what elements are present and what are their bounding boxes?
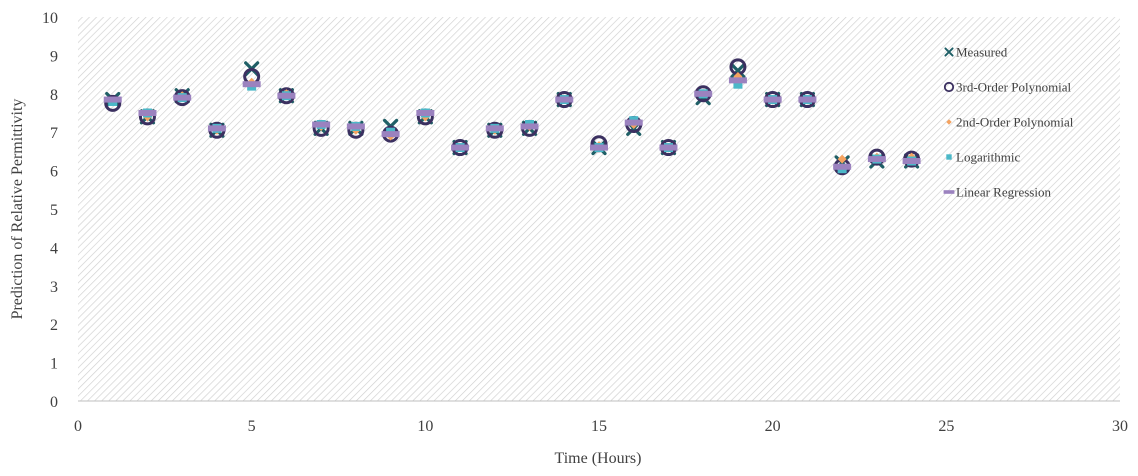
y-tick-labels: 0 1 2 3 4 5 6 7 8 9 10: [42, 10, 58, 411]
x-tick-label: 0: [74, 418, 82, 435]
legend-label-logarithmic: Logarithmic: [956, 150, 1020, 165]
2nd-order-polynomial-point: [837, 154, 847, 164]
x-tick-label: 25: [938, 418, 954, 435]
3rd-order-polynomial-point: [104, 94, 122, 112]
data-points: [103, 58, 921, 176]
linear-regression-point: [590, 144, 608, 151]
y-tick-label: 8: [50, 87, 58, 104]
linear-regression-point: [798, 96, 817, 103]
y-tick-label: 9: [50, 48, 58, 65]
x-axis-title: Time (Hours): [555, 450, 642, 467]
x-tick-label: 5: [248, 418, 256, 435]
linear-regression-point: [659, 144, 678, 151]
linear-regression-point: [694, 90, 713, 97]
linear-regression-point: [312, 121, 331, 128]
linear-regression-point: [346, 123, 365, 130]
linear-regression-point: [173, 94, 192, 101]
linear-regression-point: [416, 110, 435, 116]
y-tick-label: 7: [50, 125, 58, 142]
linear-regression-point: [902, 158, 921, 164]
linear-regression-point: [103, 96, 122, 103]
legend-label-2nd-order-polynomial: 2nd-Order Polynomial: [956, 115, 1074, 130]
y-tick-label: 1: [50, 356, 58, 373]
y-tick-label: 4: [50, 240, 58, 257]
linear-regression-point: [520, 123, 539, 130]
x-tick-label: 15: [591, 418, 607, 435]
linear-regression-point: [833, 163, 852, 170]
linear-regression-point: [728, 77, 747, 84]
linear-regression-point: [207, 125, 226, 132]
legend-marker-3rd-order-polynomial: [943, 81, 955, 93]
legend-label-linear-regression: Linear Regression: [956, 185, 1051, 200]
legend-marker-linear-regression: [943, 190, 955, 194]
linear-regression-point: [555, 96, 574, 103]
measured-point: [730, 63, 746, 79]
plot-area: [78, 17, 1120, 401]
x-tick-label: 20: [765, 418, 781, 435]
y-tick-label: 2: [50, 317, 58, 334]
legend-marker-logarithmic: [946, 154, 952, 160]
legend-label-measured: Measured: [956, 45, 1008, 60]
y-tick-label: 0: [50, 394, 58, 411]
y-tick-label: 5: [50, 202, 58, 219]
legend-label-3rd-order-polynomial: 3rd-Order Polynomial: [956, 80, 1072, 95]
legend: Measured 3rd-Order Polynomial 2nd-Order Po…: [943, 45, 1074, 200]
logarithmic-point: [733, 79, 743, 89]
legend-marker-2nd-order-polynomial: [946, 119, 952, 125]
y-tick-label: 6: [50, 164, 58, 181]
linear-regression-point: [624, 119, 643, 126]
x-tick-label: 30: [1112, 418, 1128, 435]
legend-marker-measured: [944, 47, 954, 57]
linear-regression-point: [381, 131, 400, 138]
y-tick-label: 3: [50, 279, 58, 296]
linear-regression-point: [138, 110, 157, 116]
linear-regression-point: [242, 81, 261, 88]
y-axis-title: Prediction of Relative Permittivity: [9, 99, 26, 320]
y-tick-label: 10: [42, 10, 58, 27]
linear-regression-point: [451, 144, 470, 151]
x-tick-label: 10: [417, 418, 433, 435]
linear-regression-point: [763, 96, 782, 103]
linear-regression-point: [485, 125, 504, 132]
linear-regression-point: [867, 156, 886, 163]
linear-regression-point: [277, 92, 296, 99]
x-tick-labels: 0 5 10 15 20 25 30: [74, 418, 1128, 435]
